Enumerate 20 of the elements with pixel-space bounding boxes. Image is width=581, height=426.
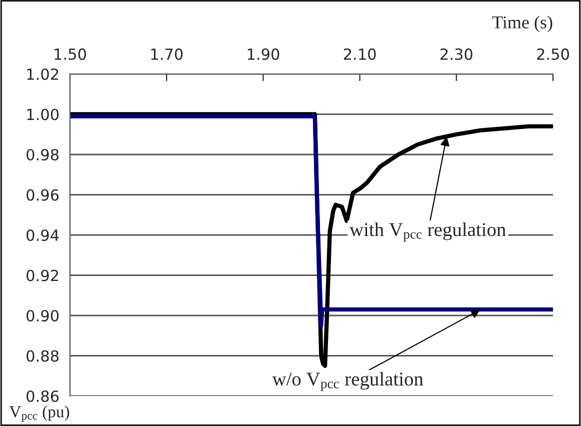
y-tick-label: 0.86	[26, 390, 59, 402]
y-tick-label: 0.90	[26, 310, 59, 322]
y-tick-label: 0.92	[26, 270, 58, 282]
y-axis-title: V$_{pcc}$ (pu)	[9, 406, 70, 422]
x-tick-label: 1.90	[248, 48, 280, 60]
line-series	[70, 114, 553, 328]
annotation: with V$_{pcc}$ regulation	[350, 222, 506, 242]
x-tick-label: 1.70	[151, 48, 183, 60]
x-axis-title: Time (s)	[492, 16, 552, 32]
annotation: w/o V$_{pcc}$ regulation	[272, 372, 424, 392]
y-tick-label: 1.02	[27, 68, 58, 80]
y-tick-label: 0.96	[26, 189, 59, 201]
x-tick-label: 2.10	[344, 48, 376, 60]
y-tick-label: 0.98	[26, 148, 59, 161]
x-tick-label: 1.50	[54, 48, 86, 60]
x-tick-label: 2.50	[537, 48, 569, 60]
y-tick-label: 1.00	[27, 108, 59, 120]
x-tick-label: 2.30	[440, 48, 472, 60]
y-tick-label: 0.88	[26, 350, 59, 362]
y-tick-label: 0.94	[26, 229, 59, 242]
